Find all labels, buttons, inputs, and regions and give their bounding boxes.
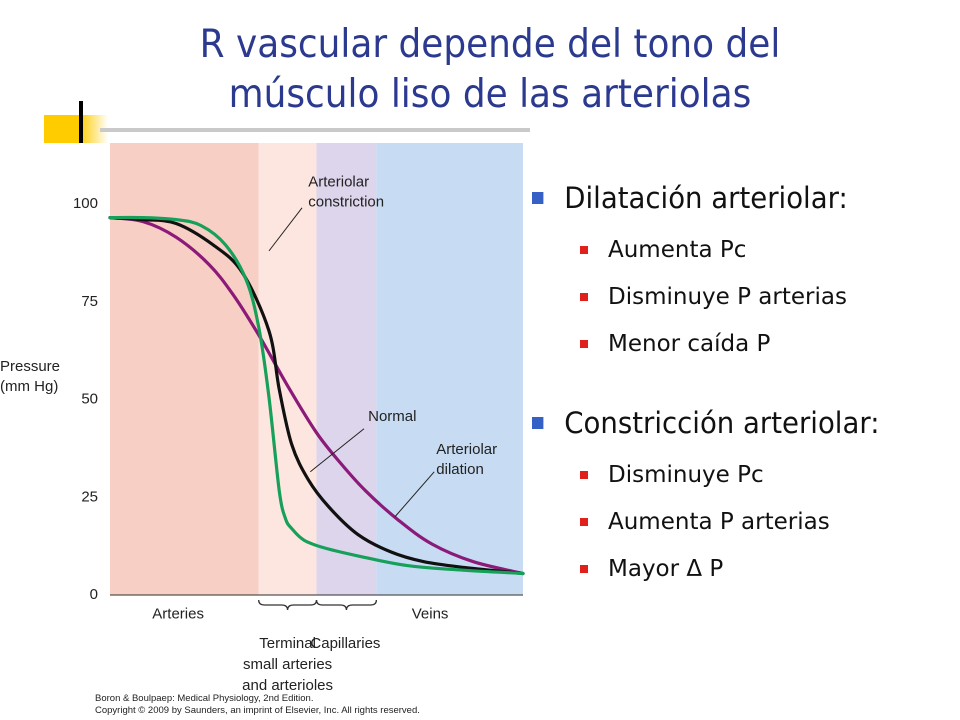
region-brace xyxy=(258,599,318,611)
region-label: Terminal small arteries and arterioles xyxy=(242,635,333,694)
annotation-pointer xyxy=(309,428,365,473)
bullet-main-constriction: Constricción arteriolar: xyxy=(532,401,931,445)
bullet-sub-label: Disminuye Pc xyxy=(608,461,764,488)
region-terminal-arteries xyxy=(258,143,317,595)
bullet-group-constriction: Constricción arteriolar: Disminuye Pc Au… xyxy=(532,401,952,592)
bullet-main-label: Constricción arteriolar: xyxy=(564,406,880,440)
bullet-group-dilation: Dilatación arteriolar: Aumenta Pc Dismin… xyxy=(532,176,952,367)
accent-tick xyxy=(79,101,83,143)
bullet-sub-label: Menor caída P xyxy=(608,330,771,357)
annotation-pointer xyxy=(268,207,303,252)
bullet-main-dilation: Dilatación arteriolar: xyxy=(532,176,931,220)
y-axis-label: Pressure (mm Hg) xyxy=(0,358,60,395)
accent-line xyxy=(100,128,530,132)
y-tick-label: 75 xyxy=(81,293,98,310)
slide-title: R vascular depende del tono del músculo … xyxy=(168,20,812,120)
square-bullet-icon xyxy=(580,292,588,301)
bullet-sub-item: Aumenta Pc xyxy=(580,226,952,273)
bullet-sub-item: Disminuye P arterias xyxy=(580,273,952,320)
series-line-arteriolar-dilation xyxy=(108,216,525,576)
bullet-sub-label: Aumenta Pc xyxy=(608,236,747,263)
bullet-sub-label: Mayor Δ P xyxy=(608,555,724,582)
bullet-list: Dilatación arteriolar: Aumenta Pc Dismin… xyxy=(532,176,952,626)
source-credit: Boron & Boulpaep: Medical Physiology, 2n… xyxy=(95,693,420,716)
square-bullet-icon xyxy=(580,245,588,254)
y-tick-label: 0 xyxy=(90,586,98,603)
square-bullet-icon xyxy=(532,417,544,429)
y-tick-label: 100 xyxy=(73,195,98,212)
region-arteries xyxy=(110,143,259,595)
y-tick-label: 25 xyxy=(81,488,98,505)
curve-annotation: Normal xyxy=(368,408,416,425)
square-bullet-icon xyxy=(580,517,588,526)
square-bullet-icon xyxy=(532,192,544,204)
bullet-sub-item: Mayor Δ P xyxy=(580,545,952,592)
series-line-normal xyxy=(108,216,525,576)
region-label: Veins xyxy=(412,606,449,623)
bullet-sub-item: Aumenta P arterias xyxy=(580,498,952,545)
region-label: Arteries xyxy=(152,606,204,623)
region-veins xyxy=(376,143,523,595)
bullet-main-label: Dilatación arteriolar: xyxy=(564,181,848,215)
bullet-sub-label: Disminuye P arterias xyxy=(608,283,847,310)
bullet-sub-item: Disminuye Pc xyxy=(580,451,952,498)
bullet-sub-item: Menor caída P xyxy=(580,320,952,367)
series-line-arteriolar-constriction xyxy=(108,215,525,576)
accent-bar xyxy=(44,115,108,143)
region-label: Capillaries xyxy=(310,635,380,652)
square-bullet-icon xyxy=(580,564,588,573)
title-line-1: R vascular depende del tono del xyxy=(199,22,781,67)
y-tick-label: 50 xyxy=(81,391,98,408)
square-bullet-icon xyxy=(580,339,588,348)
square-bullet-icon xyxy=(580,470,588,479)
region-capillaries xyxy=(316,143,377,595)
region-brace xyxy=(315,599,378,611)
curve-annotation: Arteriolar dilation xyxy=(436,441,497,478)
bullet-sub-label: Aumenta P arterias xyxy=(608,508,830,535)
annotation-pointer xyxy=(394,471,435,518)
curve-annotation: Arteriolar constriction xyxy=(308,173,384,210)
title-line-2: músculo liso de las arteriolas xyxy=(228,72,752,117)
